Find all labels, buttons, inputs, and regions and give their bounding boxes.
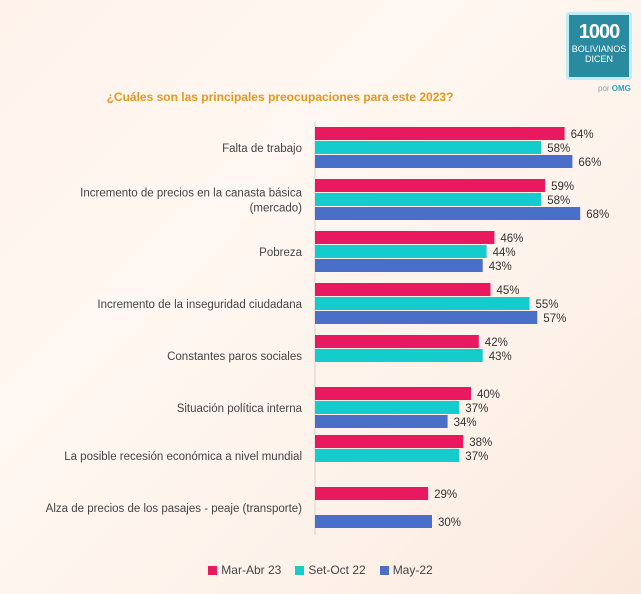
bar xyxy=(315,179,546,192)
bar xyxy=(315,297,530,310)
data-label: 38% xyxy=(469,437,492,449)
category-label: Constantes paros sociales xyxy=(167,351,302,363)
data-label: 40% xyxy=(477,389,500,401)
brand-by-name: OMG xyxy=(611,84,631,93)
data-label: 55% xyxy=(536,299,559,311)
legend-label: Mar-Abr 23 xyxy=(221,563,282,577)
bar xyxy=(315,387,471,400)
legend-label: Set-Oct 22 xyxy=(308,563,366,577)
legend-item: Mar-Abr 23 xyxy=(208,563,281,577)
legend-item: May-22 xyxy=(379,563,433,577)
bar xyxy=(315,127,565,140)
data-label: 37% xyxy=(465,451,488,463)
brand-line2: DICEN xyxy=(584,54,613,64)
bar xyxy=(315,193,542,206)
bar xyxy=(315,435,464,448)
data-label: 45% xyxy=(497,285,520,297)
category-label: Situación política interna xyxy=(177,403,303,415)
bar xyxy=(315,245,487,258)
data-label: 58% xyxy=(547,195,570,207)
data-label: 43% xyxy=(489,351,512,363)
data-label: 34% xyxy=(454,417,477,429)
legend-swatch xyxy=(295,565,305,575)
bar xyxy=(315,141,542,154)
data-label: 59% xyxy=(551,181,574,193)
bar xyxy=(315,335,479,348)
legend-swatch xyxy=(379,565,389,575)
data-label: 66% xyxy=(578,157,601,169)
data-label: 42% xyxy=(485,337,508,349)
legend-label: May-22 xyxy=(392,563,433,577)
data-label: 43% xyxy=(489,261,512,273)
bar xyxy=(315,349,483,362)
legend-item: Set-Oct 22 xyxy=(295,563,366,577)
bar xyxy=(315,283,491,296)
bar xyxy=(315,415,448,428)
bar xyxy=(315,231,495,244)
chart-title: ¿Cuáles son las principales preocupacion… xyxy=(106,90,454,104)
category-label: Pobreza xyxy=(259,247,302,259)
bar xyxy=(315,487,429,500)
bar xyxy=(315,401,460,414)
bar xyxy=(315,515,432,528)
legend-swatch xyxy=(208,565,218,575)
category-label: Falta de trabajo xyxy=(222,143,302,155)
data-label: 57% xyxy=(543,313,566,325)
brand-line1: BOLIVIANOS xyxy=(571,44,627,54)
bar xyxy=(315,311,538,324)
brand-by-prefix: por xyxy=(598,84,610,93)
category-label: Incremento de precios en la canasta bási… xyxy=(80,188,302,200)
bar xyxy=(315,207,581,220)
data-label: 58% xyxy=(547,143,570,155)
data-label: 44% xyxy=(493,247,516,259)
data-label: 68% xyxy=(586,209,609,221)
bar xyxy=(315,259,483,272)
category-label: La posible recesión económica a nivel mu… xyxy=(64,451,302,463)
category-label: (mercado) xyxy=(250,203,303,215)
bar xyxy=(315,155,573,168)
brand-logo: 1000 BOLIVIANOS DICEN xyxy=(566,12,632,80)
data-label: 64% xyxy=(571,129,594,141)
brand-byline: por OMG xyxy=(598,84,631,93)
data-label: 37% xyxy=(465,403,488,415)
brand-number: 1000 xyxy=(578,21,621,43)
data-label: 46% xyxy=(500,233,523,245)
data-label: 29% xyxy=(434,489,457,501)
bar xyxy=(315,449,460,462)
data-label: 30% xyxy=(438,517,461,529)
category-label: Incremento de la inseguridad ciudadana xyxy=(97,299,302,311)
chart-legend: Mar-Abr 23 Set-Oct 22 May-22 xyxy=(0,563,641,577)
category-label: Alza de precios de los pasajes - peaje (… xyxy=(46,503,303,515)
